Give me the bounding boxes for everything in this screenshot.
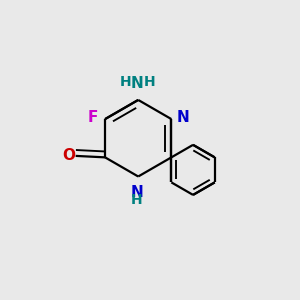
Text: F: F — [87, 110, 98, 125]
Text: N: N — [177, 110, 189, 125]
Text: H: H — [120, 75, 132, 89]
Text: N: N — [131, 76, 143, 91]
Text: H: H — [144, 75, 156, 89]
Text: N: N — [130, 185, 143, 200]
Text: H: H — [131, 193, 142, 207]
Text: O: O — [63, 148, 76, 164]
